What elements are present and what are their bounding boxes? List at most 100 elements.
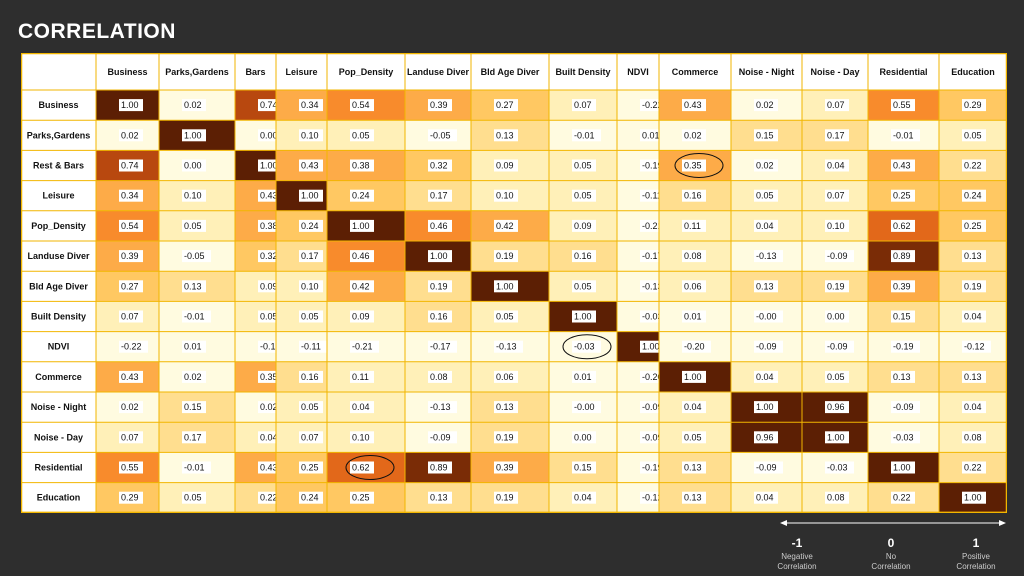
row-header-bld-age-diver: Bld Age Diver <box>29 281 88 291</box>
row-header-leisure: Leisure <box>42 191 74 201</box>
value-bld-age-diver-bld-age-diver: 1.00 <box>496 281 514 291</box>
value-label-background <box>299 461 323 474</box>
value-pop-density-bars: 0.38 <box>260 221 278 231</box>
value-commerce-education: 0.13 <box>964 372 982 382</box>
value-education-noise-day: 0.08 <box>827 493 845 503</box>
value-label-background <box>299 189 323 202</box>
value-label-background <box>682 340 711 353</box>
column-header-ndvi: NDVI <box>627 67 649 77</box>
value-bld-age-diver-business: 0.27 <box>121 281 139 291</box>
value-leisure-commerce: 0.16 <box>684 191 702 201</box>
value-label-background <box>182 401 206 414</box>
value-label-background <box>428 99 452 112</box>
value-label-background <box>119 219 143 232</box>
legend-caption-negative: Negative Correlation <box>762 552 832 572</box>
value-landuse-diver-education: 0.13 <box>964 251 982 261</box>
value-leisure-noise-night: 0.05 <box>756 191 774 201</box>
value-commerce-commerce: 1.00 <box>684 372 702 382</box>
value-label-background <box>962 340 991 353</box>
value-business-business: 1.00 <box>121 100 139 110</box>
value-landuse-diver-noise-night: -0.13 <box>756 251 777 261</box>
value-rest-bars-noise-night: 0.02 <box>756 161 774 171</box>
value-label-background <box>299 340 328 353</box>
value-label-background <box>299 99 323 112</box>
legend-caption-zero: No Correlation <box>856 552 926 572</box>
value-pop-density-education: 0.25 <box>964 221 982 231</box>
value-label-background <box>962 99 986 112</box>
column-header-landuse-diver: Landuse Diver <box>407 67 470 77</box>
value-noise-night-pop-density: 0.04 <box>352 402 370 412</box>
value-parks-gardens-noise-day: 0.17 <box>827 130 845 140</box>
value-label-background <box>182 99 206 112</box>
value-label-background <box>119 189 143 202</box>
value-business-noise-night: 0.02 <box>756 100 774 110</box>
legend-caption-zero-line2: Correlation <box>871 562 911 571</box>
value-business-bars: 0.74 <box>260 100 278 110</box>
value-built-density-built-density: 1.00 <box>574 312 592 322</box>
value-business-leisure: 0.34 <box>301 100 319 110</box>
value-label-background <box>825 491 849 504</box>
value-parks-gardens-bars: 0.00 <box>260 130 278 140</box>
value-pop-density-noise-day: 0.10 <box>827 221 845 231</box>
column-header-commerce: Commerce <box>672 67 719 77</box>
value-label-background <box>494 461 518 474</box>
value-label-background <box>682 310 706 323</box>
value-business-ndvi: -0.22 <box>642 100 663 110</box>
column-header-leisure: Leisure <box>285 67 317 77</box>
value-label-background <box>962 280 986 293</box>
value-label-background <box>754 280 778 293</box>
value-label-background <box>119 250 143 263</box>
value-commerce-noise-day: 0.05 <box>827 372 845 382</box>
value-noise-night-parks-gardens: 0.15 <box>184 402 202 412</box>
value-commerce-residential: 0.13 <box>893 372 911 382</box>
value-residential-commerce: 0.13 <box>684 463 702 473</box>
legend: -1 0 1 Negative Correlation No Correlati… <box>770 516 1020 576</box>
value-noise-day-noise-day: 1.00 <box>827 432 845 442</box>
value-leisure-ndvi: -0.11 <box>642 191 662 201</box>
value-business-bld-age-diver: 0.27 <box>496 100 514 110</box>
legend-caption-positive-line2: Correlation <box>956 562 996 571</box>
value-ndvi-parks-gardens: 0.01 <box>184 342 202 352</box>
value-pop-density-leisure: 0.24 <box>301 221 319 231</box>
value-label-background <box>428 401 457 414</box>
value-built-density-ndvi: -0.03 <box>642 312 663 322</box>
column-header-education: Education <box>951 67 995 77</box>
value-landuse-diver-pop-density: 0.46 <box>352 251 370 261</box>
value-label-background <box>572 491 596 504</box>
value-label-background <box>182 250 211 263</box>
value-label-background <box>572 99 596 112</box>
value-label-background <box>428 431 457 444</box>
value-commerce-pop-density: 0.11 <box>352 372 369 382</box>
column-header-parks-gardens: Parks,Gardens <box>165 67 229 77</box>
legend-tick-positive: 1 <box>972 536 980 550</box>
value-label-background <box>754 340 783 353</box>
value-education-education: 1.00 <box>964 493 982 503</box>
value-label-background <box>640 340 664 353</box>
value-label-background <box>494 219 518 232</box>
value-label-background <box>182 491 206 504</box>
value-label-background <box>962 431 986 444</box>
value-business-parks-gardens: 0.02 <box>184 100 202 110</box>
value-built-density-bld-age-diver: 0.05 <box>496 312 514 322</box>
value-label-background <box>299 219 323 232</box>
value-ndvi-ndvi: 1.00 <box>642 342 660 352</box>
value-built-density-noise-day: 0.00 <box>827 312 845 322</box>
value-business-landuse-diver: 0.39 <box>430 100 448 110</box>
value-label-background <box>754 491 778 504</box>
value-label-background <box>572 189 596 202</box>
value-noise-night-leisure: 0.05 <box>301 402 319 412</box>
value-label-background <box>572 370 596 383</box>
value-rest-bars-landuse-diver: 0.32 <box>430 161 448 171</box>
value-label-background <box>825 219 849 232</box>
value-noise-day-bars: 0.04 <box>260 432 278 442</box>
value-education-bars: 0.22 <box>260 493 278 503</box>
value-noise-night-bars: 0.02 <box>260 402 278 412</box>
value-residential-built-density: 0.15 <box>574 463 592 473</box>
value-noise-night-bld-age-diver: 0.13 <box>496 402 514 412</box>
value-label-background <box>494 159 518 172</box>
value-label-background <box>350 310 374 323</box>
correlation-matrix: Business Parks,Gardens Bars Leisure Pop_Dens… <box>21 53 1007 513</box>
value-bld-age-diver-noise-night: 0.13 <box>756 281 774 291</box>
value-parks-gardens-noise-night: 0.15 <box>756 130 774 140</box>
value-landuse-diver-residential: 0.89 <box>893 251 911 261</box>
